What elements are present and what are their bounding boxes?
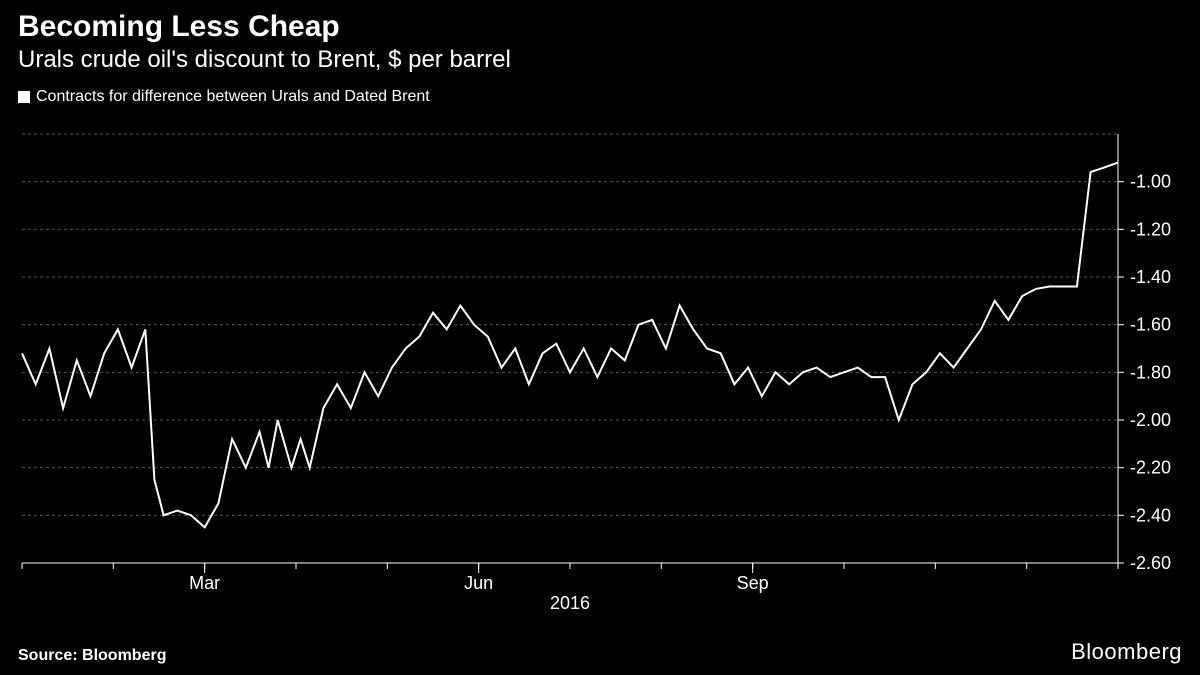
y-tick-label: -1.20 [1130, 219, 1171, 239]
y-tick-label: -2.00 [1130, 410, 1171, 430]
x-tick-label: Jun [464, 573, 493, 593]
x-axis-year: 2016 [550, 593, 590, 613]
chart-subtitle: Urals crude oil's discount to Brent, $ p… [0, 46, 1200, 82]
source-attribution: Source: Bloomberg [18, 647, 166, 665]
y-tick-label: -1.00 [1130, 172, 1171, 192]
legend-label: Contracts for difference between Urals a… [36, 88, 430, 106]
y-tick-label: -1.80 [1130, 362, 1171, 382]
x-tick-label: Sep [737, 573, 769, 593]
x-tick-label: Mar [189, 573, 220, 593]
chart-area: -1.00 -1.20 -1.40 -1.60 -1.80 -2.00 -2.20 -2.40… [18, 130, 1190, 615]
line-chart: -1.00 -1.20 -1.40 -1.60 -1.80 -2.00 -2.20 -2.40… [18, 130, 1190, 615]
legend-swatch-icon [18, 91, 30, 103]
y-tick-label: -2.40 [1130, 505, 1171, 525]
price-series [22, 163, 1118, 528]
legend: Contracts for difference between Urals a… [0, 82, 1200, 110]
y-tick-label: -1.40 [1130, 267, 1171, 287]
brand-logo: Bloomberg [1071, 639, 1182, 665]
y-tick-label: -2.20 [1130, 458, 1171, 478]
y-tick-label: -2.60 [1130, 553, 1171, 573]
chart-title: Becoming Less Cheap [0, 0, 1200, 46]
y-tick-label: -1.60 [1130, 315, 1171, 335]
